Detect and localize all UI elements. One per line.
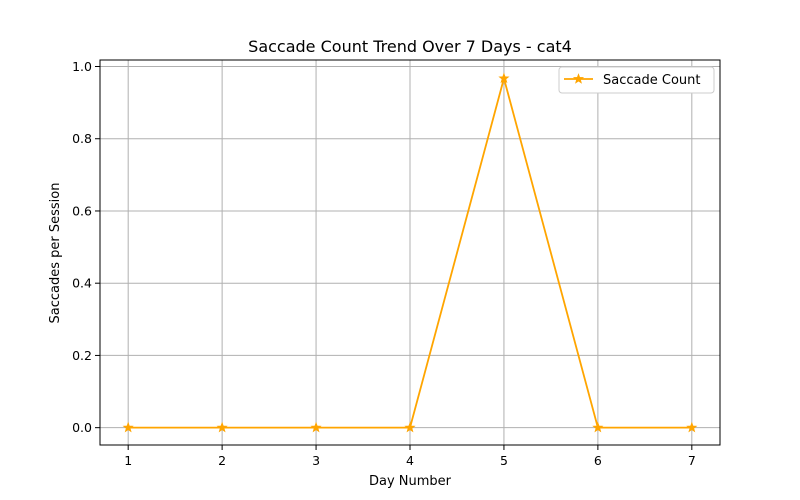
y-tick-label: 0.0 <box>72 420 92 435</box>
x-tick-label: 6 <box>594 453 602 468</box>
data-point <box>498 72 510 84</box>
y-axis: 0.0 0.2 0.4 0.6 0.8 1.0 <box>72 59 100 435</box>
grid-lines <box>100 60 720 445</box>
data-point <box>686 421 698 433</box>
y-axis-title: Saccades per Session <box>48 183 63 324</box>
chart-title: Saccade Count Trend Over 7 Days - cat4 <box>248 37 572 56</box>
x-tick-label: 1 <box>124 453 132 468</box>
legend-marker <box>572 73 585 84</box>
data-point <box>404 421 416 433</box>
data-point <box>122 421 134 433</box>
data-point <box>310 421 322 433</box>
x-tick-label: 4 <box>406 453 414 468</box>
x-tick-label: 5 <box>500 453 508 468</box>
x-tick-label: 3 <box>312 453 320 468</box>
x-tick-label: 2 <box>218 453 226 468</box>
x-axis: 1 2 3 4 5 6 7 <box>124 445 696 468</box>
legend-label: Saccade Count <box>603 73 700 88</box>
legend-box <box>558 66 715 94</box>
series-group <box>122 72 698 433</box>
x-axis-title: Day Number <box>369 474 452 489</box>
y-tick-label: 1.0 <box>72 59 92 74</box>
x-tick-label: 7 <box>688 453 696 468</box>
legend-star-marker <box>572 73 585 84</box>
data-point <box>216 421 228 433</box>
y-tick-label: 0.4 <box>72 276 92 291</box>
y-tick-label: 0.6 <box>72 203 92 218</box>
legend: Saccade Count <box>558 66 715 94</box>
y-tick-label: 0.8 <box>72 131 92 146</box>
y-tick-label: 0.2 <box>72 348 92 363</box>
data-point <box>592 421 604 433</box>
